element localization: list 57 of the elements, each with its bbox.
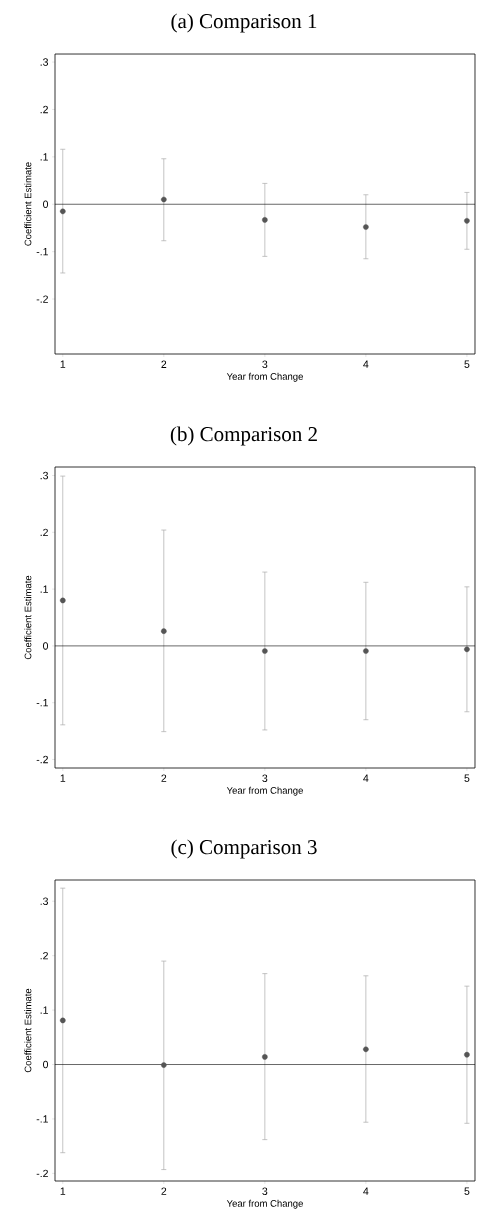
point [262, 648, 268, 654]
x-tick-label: 1 [60, 360, 66, 368]
y-tick-label: .1 [40, 585, 48, 593]
x-tick-label: 4 [363, 774, 369, 782]
y-tick-label: -.1 [36, 1115, 48, 1123]
point [161, 628, 167, 634]
y-axis-title: Coefficient Estimate [24, 575, 32, 660]
y-tick-label: 0 [43, 200, 49, 208]
x-tick-label: 3 [262, 360, 268, 368]
x-tick-label: 2 [161, 360, 167, 368]
y-tick-label: .3 [40, 471, 49, 480]
point [464, 218, 470, 224]
point [464, 646, 470, 653]
x-axis-title: Year from Change [226, 372, 303, 382]
y-tick-label: .2 [40, 952, 48, 960]
point [363, 1046, 369, 1053]
chart-title: (c) Comparison 3 [171, 839, 317, 859]
y-tick-label: .3 [40, 58, 49, 66]
x-tick-label: 4 [363, 360, 369, 368]
point [59, 1017, 66, 1024]
point [464, 1051, 470, 1058]
x-axis-title: Year from Change [226, 786, 303, 796]
x-axis-title: Year from Change [226, 1199, 303, 1209]
x-tick-label: 5 [464, 360, 470, 368]
y-tick-label: .1 [40, 153, 48, 161]
point [363, 648, 369, 654]
point [161, 196, 167, 203]
y-tick-label: .2 [40, 528, 48, 536]
y-tick-label: .2 [40, 105, 48, 114]
point [363, 224, 369, 230]
point [262, 1054, 268, 1060]
y-tick-label: .3 [40, 897, 49, 905]
y-tick-label: -.2 [36, 1169, 48, 1178]
y-axis-title: Coefficient Estimate [24, 162, 32, 246]
x-tick-label: 2 [161, 1187, 167, 1195]
y-tick-label: .1 [40, 1006, 48, 1014]
x-tick-label: 5 [464, 774, 470, 782]
point [262, 217, 268, 223]
point [161, 1062, 167, 1068]
y-tick-label: 0 [43, 642, 49, 650]
y-tick-label: 0 [43, 1060, 49, 1069]
chart-title: (a) Comparison 1 [171, 13, 317, 33]
point [59, 597, 66, 604]
x-tick-label: 4 [363, 1187, 369, 1195]
y-tick-label: -.2 [36, 295, 48, 303]
x-tick-label: 5 [464, 1187, 470, 1195]
x-tick-label: 3 [262, 774, 268, 782]
point [59, 208, 66, 215]
y-axis-title: Coefficient Estimate [24, 988, 32, 1073]
x-tick-label: 3 [262, 1187, 268, 1195]
y-tick-label: -.1 [36, 248, 48, 256]
x-tick-label: 1 [60, 1187, 66, 1195]
chart-title: (b) Comparison 2 [170, 426, 317, 446]
y-tick-label: -.2 [36, 755, 48, 764]
x-tick-label: 1 [60, 774, 66, 782]
x-tick-label: 2 [161, 774, 167, 782]
y-tick-label: -.1 [36, 699, 48, 707]
